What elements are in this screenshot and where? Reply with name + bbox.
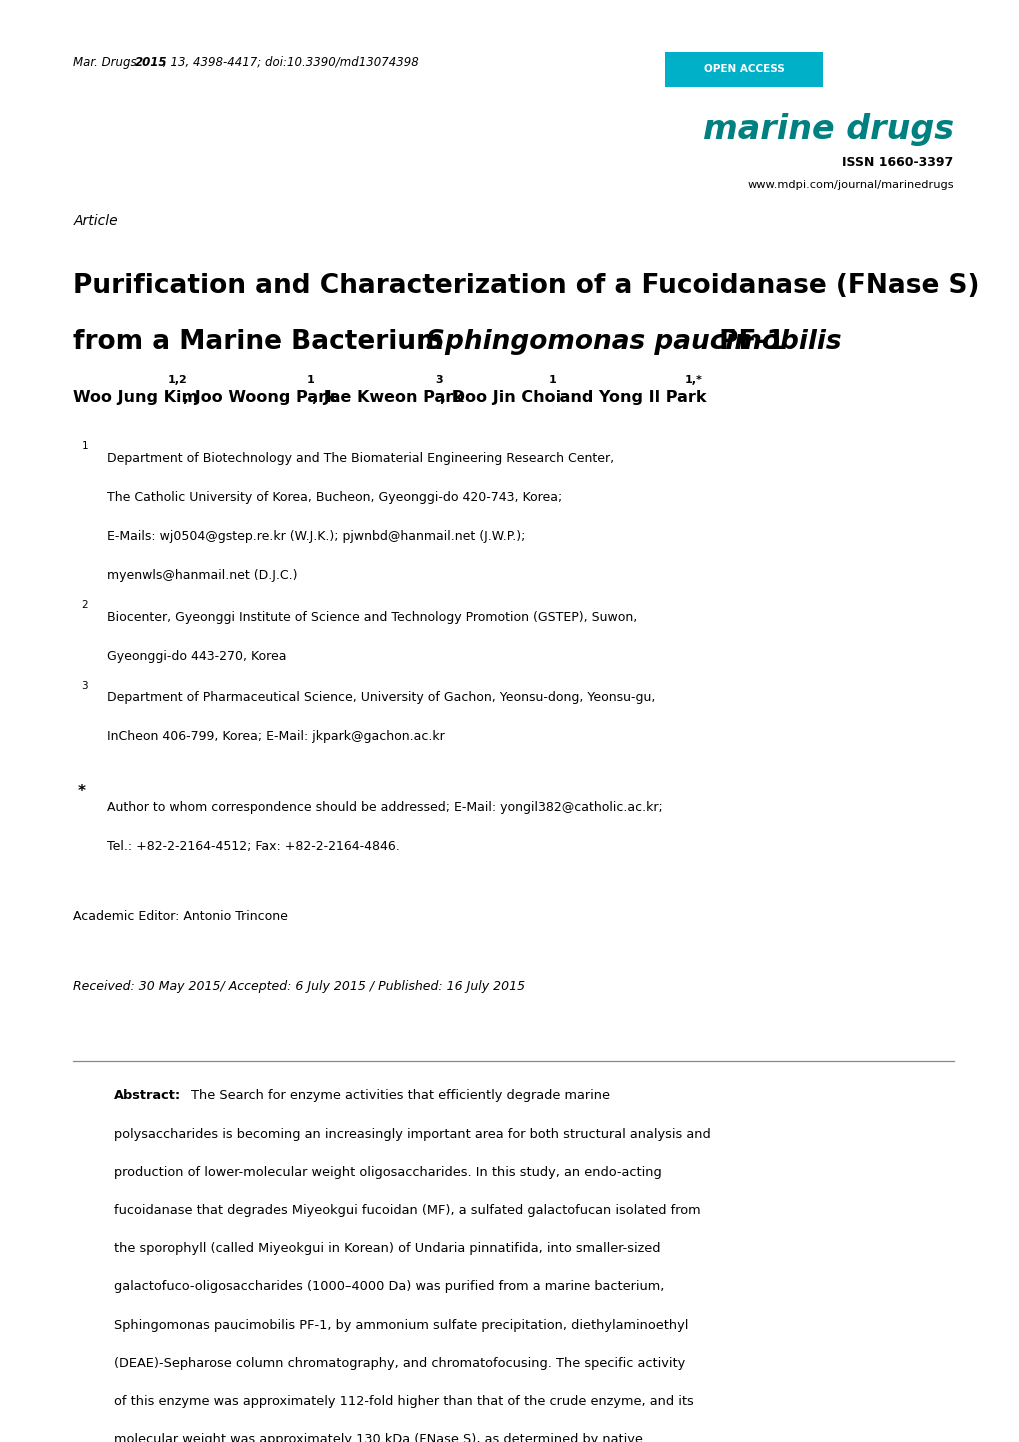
Text: Department of Biotechnology and The Biomaterial Engineering Research Center,: Department of Biotechnology and The Biom…: [107, 451, 613, 466]
Text: 3: 3: [434, 375, 442, 385]
Text: 1,2: 1,2: [167, 375, 187, 385]
Text: The Catholic University of Korea, Bucheon, Gyeonggi-do 420-743, Korea;: The Catholic University of Korea, Bucheo…: [107, 490, 561, 505]
Text: 1: 1: [548, 375, 556, 385]
Text: the sporophyll (called Miyeokgui in Korean) of Undaria pinnatifida, into smaller: the sporophyll (called Miyeokgui in Kore…: [114, 1243, 660, 1256]
Text: , Joo Woong Park: , Joo Woong Park: [183, 391, 342, 405]
Text: fucoidanase that degrades Miyeokgui fucoidan (MF), a sulfated galactofucan isola: fucoidanase that degrades Miyeokgui fuco…: [114, 1204, 700, 1217]
Text: 2015: 2015: [135, 55, 167, 69]
Text: Received: 30 May 2015/ Accepted: 6 July 2015 / Published: 16 July 2015: Received: 30 May 2015/ Accepted: 6 July …: [73, 981, 525, 994]
Text: from a Marine Bacterium: from a Marine Bacterium: [73, 329, 452, 355]
Text: Academic Editor: Antonio Trincone: Academic Editor: Antonio Trincone: [73, 910, 288, 923]
Text: 2: 2: [82, 600, 88, 610]
Text: The Search for enzyme activities that efficiently degrade marine: The Search for enzyme activities that ef…: [191, 1090, 609, 1103]
Text: production of lower-molecular weight oligosaccharides. In this study, an endo-ac: production of lower-molecular weight oli…: [114, 1167, 661, 1180]
Text: molecular weight was approximately 130 kDa (FNase S), as determined by native: molecular weight was approximately 130 k…: [114, 1433, 643, 1442]
Text: Sphingomonas paucimobilis PF-1, by ammonium sulfate precipitation, diethylaminoe: Sphingomonas paucimobilis PF-1, by ammon…: [114, 1319, 688, 1332]
FancyBboxPatch shape: [664, 52, 822, 87]
Text: PF-1: PF-1: [709, 329, 785, 355]
Text: of this enzyme was approximately 112-fold higher than that of the crude enzyme, : of this enzyme was approximately 112-fol…: [114, 1396, 693, 1409]
Text: Author to whom correspondence should be addressed; E-Mail: yongil382@catholic.ac: Author to whom correspondence should be …: [107, 800, 662, 815]
Text: Sphingomonas paucimobilis: Sphingomonas paucimobilis: [426, 329, 841, 355]
Text: Woo Jung Kim: Woo Jung Kim: [73, 391, 204, 405]
Text: *: *: [77, 784, 86, 799]
Text: Department of Pharmaceutical Science, University of Gachon, Yeonsu-dong, Yeonsu-: Department of Pharmaceutical Science, Un…: [107, 691, 655, 705]
Text: Mar. Drugs: Mar. Drugs: [73, 55, 141, 69]
Text: 1: 1: [82, 441, 88, 451]
Text: www.mdpi.com/journal/marinedrugs: www.mdpi.com/journal/marinedrugs: [746, 180, 953, 189]
Text: OPEN ACCESS: OPEN ACCESS: [703, 65, 784, 74]
Text: InCheon 406-799, Korea; E-Mail: jkpark@gachon.ac.kr: InCheon 406-799, Korea; E-Mail: jkpark@g…: [107, 730, 444, 744]
Text: marine drugs: marine drugs: [702, 114, 953, 146]
Text: Tel.: +82-2-2164-4512; Fax: +82-2-2164-4846.: Tel.: +82-2-2164-4512; Fax: +82-2-2164-4…: [107, 839, 399, 854]
Text: myenwls@hanmail.net (D.J.C.): myenwls@hanmail.net (D.J.C.): [107, 568, 298, 583]
Text: galactofuco-oligosaccharides (1000–4000 Da) was purified from a marine bacterium: galactofuco-oligosaccharides (1000–4000 …: [114, 1280, 664, 1293]
Text: Article: Article: [73, 213, 118, 228]
Text: , 13, 4398-4417; doi:10.3390/md13074398: , 13, 4398-4417; doi:10.3390/md13074398: [163, 55, 419, 69]
Text: , Doo Jin Choi: , Doo Jin Choi: [440, 391, 567, 405]
Text: polysaccharides is becoming an increasingly important area for both structural a: polysaccharides is becoming an increasin…: [114, 1128, 710, 1141]
Text: Abstract:: Abstract:: [114, 1090, 181, 1103]
Text: Purification and Characterization of a Fucoidanase (FNase S): Purification and Characterization of a F…: [73, 273, 979, 298]
Text: 1: 1: [307, 375, 314, 385]
Text: Biocenter, Gyeonggi Institute of Science and Technology Promotion (GSTEP), Suwon: Biocenter, Gyeonggi Institute of Science…: [107, 610, 637, 624]
Text: ISSN 1660-3397: ISSN 1660-3397: [842, 156, 953, 170]
Text: E-Mails: wj0504@gstep.re.kr (W.J.K.); pjwnbd@hanmail.net (J.W.P.);: E-Mails: wj0504@gstep.re.kr (W.J.K.); pj…: [107, 529, 525, 544]
Text: 1,*: 1,*: [684, 375, 702, 385]
Text: 3: 3: [82, 681, 88, 691]
Text: and Yong Il Park: and Yong Il Park: [553, 391, 711, 405]
Text: , Jae Kweon Park: , Jae Kweon Park: [312, 391, 469, 405]
Text: Gyeonggi-do 443-270, Korea: Gyeonggi-do 443-270, Korea: [107, 649, 286, 663]
Text: (DEAE)-Sepharose column chromatography, and chromatofocusing. The specific activ: (DEAE)-Sepharose column chromatography, …: [114, 1357, 685, 1370]
